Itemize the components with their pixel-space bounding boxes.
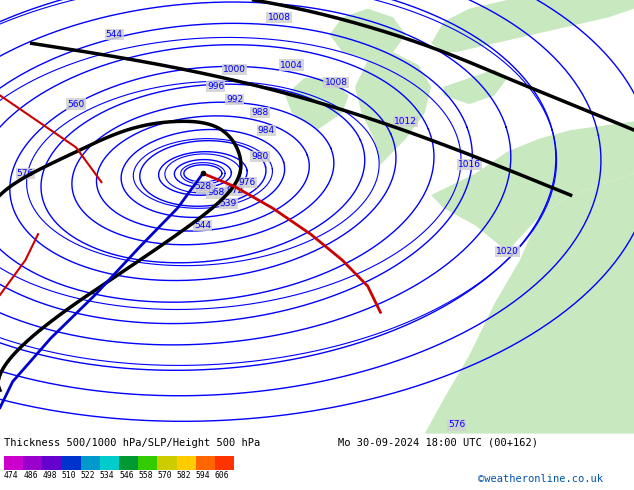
Text: 576: 576 <box>16 169 34 178</box>
Bar <box>196 456 215 470</box>
Text: 560: 560 <box>67 99 85 109</box>
Text: 980: 980 <box>251 151 269 161</box>
Text: 1008: 1008 <box>325 78 347 87</box>
Bar <box>4 456 23 470</box>
Text: 976: 976 <box>238 178 256 187</box>
Bar <box>23 456 42 470</box>
Bar <box>157 456 176 470</box>
Text: 534: 534 <box>100 471 115 480</box>
Bar <box>42 456 61 470</box>
Text: 972: 972 <box>226 186 243 196</box>
Polygon shape <box>355 52 431 165</box>
Text: 992: 992 <box>226 95 243 104</box>
Polygon shape <box>431 122 634 251</box>
Bar <box>215 456 234 470</box>
Bar <box>176 456 196 470</box>
Text: 968: 968 <box>207 189 224 197</box>
Bar <box>138 456 157 470</box>
Text: Thickness 500/1000 hPa/SLP/Height 500 hPa: Thickness 500/1000 hPa/SLP/Height 500 hP… <box>4 438 260 448</box>
Text: 1020: 1020 <box>496 247 519 256</box>
Polygon shape <box>431 0 634 52</box>
Text: 984: 984 <box>257 125 275 135</box>
Text: 594: 594 <box>196 471 210 480</box>
Text: 546: 546 <box>119 471 134 480</box>
Polygon shape <box>285 78 349 130</box>
Text: 582: 582 <box>176 471 191 480</box>
Text: 522: 522 <box>81 471 95 480</box>
Bar <box>61 456 81 470</box>
Text: 544: 544 <box>195 221 211 230</box>
Text: 474: 474 <box>4 471 18 480</box>
Text: 528: 528 <box>194 182 212 191</box>
Text: 988: 988 <box>251 108 269 117</box>
Text: 1000: 1000 <box>223 65 246 74</box>
Text: ©weatheronline.co.uk: ©weatheronline.co.uk <box>478 474 603 484</box>
Text: 1012: 1012 <box>394 117 417 126</box>
Bar <box>100 456 119 470</box>
Text: 1016: 1016 <box>458 160 481 169</box>
Text: 576: 576 <box>448 420 465 429</box>
Bar <box>119 456 138 470</box>
Text: 1008: 1008 <box>268 13 290 22</box>
Text: 539: 539 <box>219 199 237 208</box>
Text: 996: 996 <box>207 82 224 91</box>
Polygon shape <box>330 9 406 61</box>
Text: 544: 544 <box>106 30 122 39</box>
Text: 498: 498 <box>42 471 57 480</box>
Text: 606: 606 <box>215 471 230 480</box>
Polygon shape <box>412 173 634 434</box>
Text: 510: 510 <box>61 471 76 480</box>
Polygon shape <box>444 70 507 104</box>
Text: 486: 486 <box>23 471 38 480</box>
Text: 558: 558 <box>138 471 153 480</box>
Text: 570: 570 <box>157 471 172 480</box>
Text: 1004: 1004 <box>280 61 303 70</box>
Bar <box>81 456 100 470</box>
Text: 964: 964 <box>197 184 215 193</box>
Text: Mo 30-09-2024 18:00 UTC (00+162): Mo 30-09-2024 18:00 UTC (00+162) <box>338 438 538 448</box>
